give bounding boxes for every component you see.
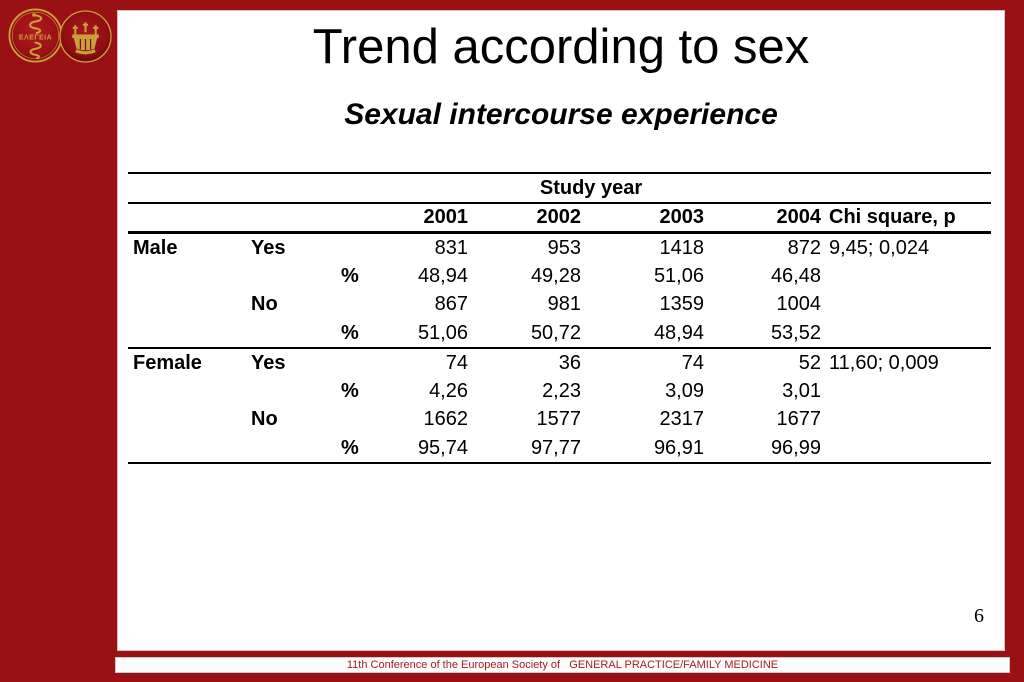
table-body: Male Yes 831 953 1418 872 9,45; 0,024 % … <box>128 234 991 462</box>
slide: Trend according to sex Sexual intercours… <box>117 10 1005 651</box>
table-row: % 4,26 2,23 3,09 3,01 <box>128 377 991 405</box>
cell-sex: Male <box>133 236 178 259</box>
cell-2003: 2317 <box>659 408 705 431</box>
cell-percent-sign: % <box>341 380 359 403</box>
cell-2001: 831 <box>434 236 468 259</box>
cell-2003: 1359 <box>659 293 705 316</box>
cell-2001: 4,26 <box>429 380 468 403</box>
cell-2002: 1577 <box>536 408 582 431</box>
cell-2003: 51,06 <box>653 264 704 287</box>
crown-medallion-logo <box>59 10 112 63</box>
elegeia-medallion-logo: ΕΛΕΓΕΙΑ <box>8 8 63 63</box>
cell-2002: 49,28 <box>530 264 581 287</box>
cell-2003: 74 <box>681 351 704 374</box>
table-group-header-row: Study year <box>128 174 991 202</box>
cell-2002: 2,23 <box>542 380 581 403</box>
cell-2002: 97,77 <box>530 436 581 459</box>
table-rule <box>128 202 991 204</box>
table-row: Female Yes 74 36 74 52 11,60; 0,009 <box>128 349 991 377</box>
table-row: % 95,74 97,77 96,91 96,99 <box>128 434 991 462</box>
table-group-divider <box>128 347 991 350</box>
cell-2003: 48,94 <box>653 321 704 344</box>
cell-2004: 872 <box>787 236 821 259</box>
crown-icon <box>72 22 99 55</box>
cell-2004: 53,52 <box>770 321 821 344</box>
cell-sex: Female <box>133 351 202 374</box>
cell-2003: 3,09 <box>665 380 704 403</box>
cell-2004: 3,01 <box>782 380 821 403</box>
snake-icon <box>29 14 43 60</box>
study-year-header: Study year <box>539 176 643 199</box>
cell-answer: No <box>251 293 278 316</box>
slide-title: Trend according to sex <box>312 20 810 74</box>
cell-percent-sign: % <box>341 436 359 459</box>
cell-percent-sign: % <box>341 321 359 344</box>
cell-chi-square: 11,60; 0,009 <box>829 351 939 374</box>
cell-2001: 1662 <box>423 408 469 431</box>
cell-2004: 1677 <box>776 408 822 431</box>
table-row: No 867 981 1359 1004 <box>128 291 991 319</box>
table-row: % 48,94 49,28 51,06 46,48 <box>128 262 991 290</box>
table-bottom-rule <box>128 462 991 465</box>
col-header-2001: 2001 <box>423 206 469 228</box>
cell-2001: 867 <box>434 293 468 316</box>
cell-2004: 46,48 <box>770 264 821 287</box>
table-row: % 51,06 50,72 48,94 53,52 <box>128 319 991 347</box>
cell-2003: 96,91 <box>653 436 704 459</box>
cell-2002: 36 <box>558 351 581 374</box>
cell-2001: 48,94 <box>417 264 468 287</box>
col-header-2004: 2004 <box>776 206 822 228</box>
cell-2001: 51,06 <box>417 321 468 344</box>
data-table: Study year 2001 2002 2003 2004 Chi squar… <box>128 172 991 465</box>
cell-2004: 1004 <box>776 293 822 316</box>
cell-percent-sign: % <box>341 264 359 287</box>
cell-answer: Yes <box>251 236 286 259</box>
table-header-rule <box>128 231 991 234</box>
col-header-2002: 2002 <box>536 206 582 228</box>
footer-text: 11th Conference of the European Society … <box>346 658 779 671</box>
slide-subtitle: Sexual intercourse experience <box>344 98 778 131</box>
cell-2004: 96,99 <box>770 436 821 459</box>
table-row: Male Yes 831 953 1418 872 9,45; 0,024 <box>128 234 991 262</box>
cell-2001: 74 <box>445 351 468 374</box>
table-row: No 1662 1577 2317 1677 <box>128 406 991 434</box>
page-number: 6 <box>974 605 984 627</box>
col-header-chi-square: Chi square, p <box>829 206 956 228</box>
cell-2002: 981 <box>547 293 581 316</box>
table-top-rule <box>128 172 991 174</box>
cell-answer: No <box>251 408 278 431</box>
cell-2004: 52 <box>798 351 821 374</box>
cell-2001: 95,74 <box>417 436 468 459</box>
table-column-header-row: 2001 2002 2003 2004 Chi square, p <box>128 204 991 231</box>
cell-chi-square: 9,45; 0,024 <box>829 236 930 259</box>
elegeia-logo-text: ΕΛΕΓΕΙΑ <box>19 34 52 42</box>
cell-2002: 953 <box>547 236 581 259</box>
cell-answer: Yes <box>251 351 286 374</box>
footer-bar: 11th Conference of the European Society … <box>115 657 1010 673</box>
cell-2003: 1418 <box>659 236 705 259</box>
col-header-2003: 2003 <box>659 206 705 228</box>
cell-2002: 50,72 <box>530 321 581 344</box>
